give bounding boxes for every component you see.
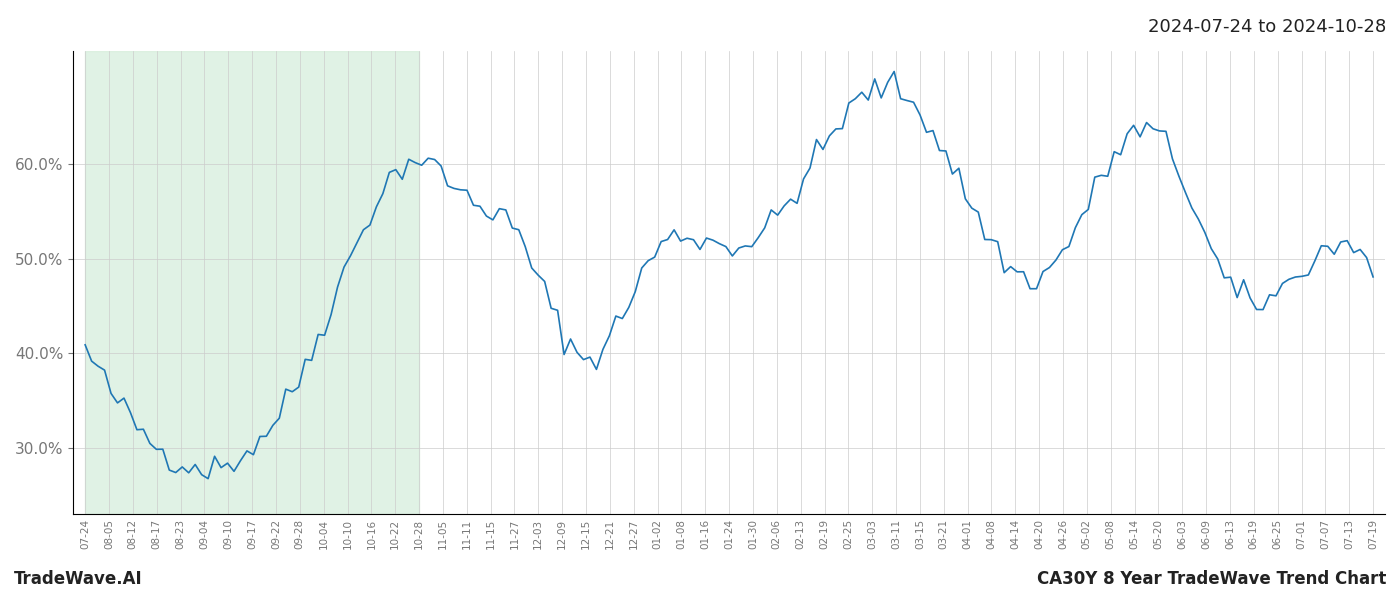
Text: 2024-07-24 to 2024-10-28: 2024-07-24 to 2024-10-28 (1148, 18, 1386, 36)
Text: CA30Y 8 Year TradeWave Trend Chart: CA30Y 8 Year TradeWave Trend Chart (1036, 570, 1386, 588)
Bar (85, 51, 419, 514)
Text: TradeWave.AI: TradeWave.AI (14, 570, 143, 588)
